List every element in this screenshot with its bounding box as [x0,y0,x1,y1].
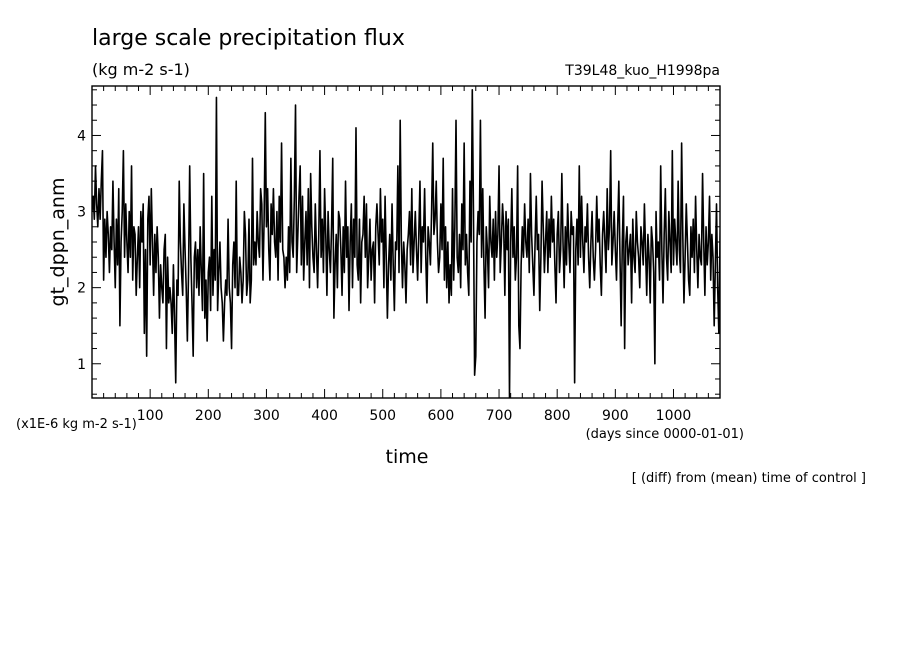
x-tick-label: 200 [195,408,222,424]
series-line [92,89,720,398]
x-axis-ticks: 100 200 300 400 500 600 700 800 900 1000 [103,86,709,424]
y-scale-note: (x1E-6 kg m-2 s-1) [16,417,137,432]
chart-units: (kg m-2 s-1) [92,60,190,79]
y-axis-ticks: 1 2 3 4 [77,89,720,395]
x-tick-label: 300 [253,408,280,424]
chart-title: large scale precipitation flux [92,26,405,51]
x-tick-label: 600 [428,408,455,424]
x-tick-label: 100 [137,408,164,424]
experiment-label: T39L48_kuo_H1998pa [564,63,720,79]
y-axis-label: gt_dppn_anm [47,178,69,307]
x-tick-label: 500 [369,408,396,424]
y-tick-label: 2 [77,281,86,297]
y-tick-label: 4 [77,128,86,144]
x-tick-label: 900 [602,408,629,424]
x-axis-label: time [386,446,429,468]
x-tick-label: 800 [544,408,571,424]
y-tick-label: 3 [77,205,86,221]
x-tick-label: 1000 [656,408,692,424]
x-tick-label: 700 [486,408,513,424]
x-units-label: (days since 0000-01-01) [586,427,744,442]
x-tick-label: 400 [311,408,338,424]
footnote: [ (diff) from (mean) time of control ] [632,471,866,486]
y-tick-label: 1 [77,357,86,373]
